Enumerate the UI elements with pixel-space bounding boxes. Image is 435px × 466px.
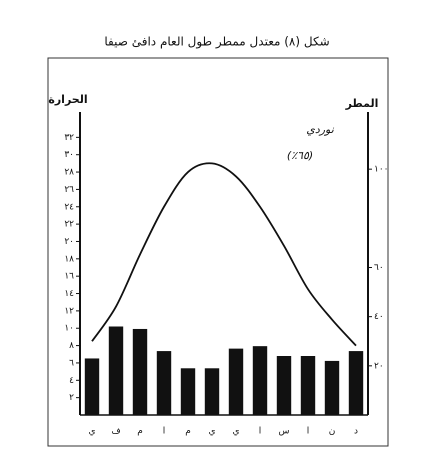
chart-title: شكل (٨) معتدل ممطر طول العام دافئ صيفا (104, 35, 329, 50)
y-tick-label: ١٤ (64, 289, 74, 299)
bar (276, 356, 292, 415)
y-tick-label: ١٢ (64, 306, 74, 316)
x-tick-label: م (137, 427, 143, 437)
x-tick-label: م (185, 427, 191, 437)
y-tick-label: ٣٢ (64, 133, 74, 143)
x-tick-label: د (354, 427, 358, 437)
y-tick-label: ٣٠ (64, 150, 74, 160)
y2-tick-label: ٤٠ (374, 312, 384, 322)
bar (228, 348, 244, 415)
frame (47, 57, 389, 447)
x-tick-label: ف (111, 427, 120, 437)
y-tick-label: ٤ (69, 376, 74, 386)
x-tick-label: ي (232, 427, 239, 437)
bar (348, 351, 364, 415)
y2-tick-label: ٢٠ (374, 361, 384, 371)
annotation: نوردي (306, 123, 335, 136)
bar (204, 368, 220, 415)
y-tick-label: ٢٦ (64, 185, 74, 195)
x-tick-label: ي (208, 427, 215, 437)
x-tick-label: ن (329, 427, 336, 437)
temperature-line (91, 162, 357, 347)
y2-tick-label: ٦٠ (374, 263, 384, 273)
bar (300, 356, 316, 415)
bar (252, 346, 268, 415)
annotation: (٦٥٪) (287, 149, 313, 162)
y-tick-label: ٢٢ (64, 220, 74, 230)
bar (180, 368, 196, 415)
y-tick-label: ٢٠ (64, 237, 74, 247)
x-tick-label: ي (88, 427, 95, 437)
y-tick-label: ١٠ (64, 324, 74, 334)
y-tick-label: ٦ (69, 358, 74, 368)
y-tick-label: ٨ (69, 341, 74, 351)
y-tick-label: ٢ (69, 393, 74, 403)
x-tick-label: ا (163, 427, 166, 437)
y-tick-label: ٢٨ (64, 168, 74, 178)
x-tick-label: س (279, 427, 290, 437)
y-tick-label: ١٦ (64, 272, 74, 282)
x-tick-label: ا (259, 427, 262, 437)
y2-tick-label: ١٠٠ (374, 165, 389, 175)
bar (324, 360, 340, 415)
bar (132, 328, 148, 415)
y-tick-label: ١٨ (64, 254, 74, 264)
y-tick-label: ٢٤ (64, 202, 74, 212)
y-axis-title: الحرارة (48, 93, 87, 106)
y2-axis-title: المطر (345, 97, 379, 110)
bar (84, 358, 100, 415)
bar (156, 351, 172, 415)
x-tick-label: ا (307, 427, 310, 437)
bar (108, 326, 124, 415)
